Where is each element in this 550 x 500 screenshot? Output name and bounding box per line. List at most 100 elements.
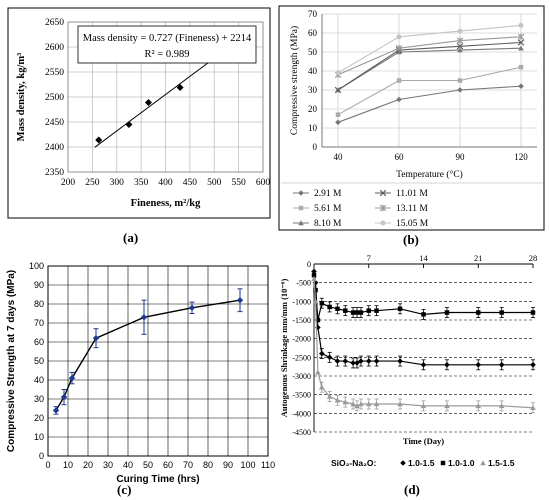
data-point — [350, 310, 356, 315]
y-axis-title: Compressive Strength at 7 days (MPa) — [6, 270, 17, 452]
data-point — [476, 310, 481, 315]
y-tick-label: 2550 — [45, 68, 64, 78]
x-axis-title: Time (Day) — [403, 436, 444, 446]
panel-label-c: (c) — [117, 482, 132, 497]
data-point — [176, 84, 184, 91]
legend-label: 8.10 M — [314, 219, 342, 229]
data-point — [342, 358, 349, 364]
data-point — [313, 287, 318, 293]
data-point — [395, 44, 403, 52]
y-tick-label: 50 — [34, 356, 44, 366]
data-point — [517, 39, 525, 46]
data-point — [456, 43, 464, 50]
y-tick-label: -1500 — [292, 316, 311, 325]
y-tick-label: 0 — [307, 260, 311, 269]
chart-d-autogenous-shrinkage: 0 -500 -1000 -1500 -2000 -2500 -3000 -3500 -4000… — [279, 253, 538, 468]
y-tick-label: 2600 — [45, 43, 64, 53]
data-point — [311, 272, 317, 278]
y-tick-label: 2350 — [45, 168, 64, 178]
data-point — [397, 358, 403, 364]
x-tick-label: 50 — [143, 460, 153, 470]
data-point — [236, 297, 244, 304]
data-point — [188, 304, 196, 311]
y-tick-label: -4500 — [292, 428, 311, 437]
data-point — [396, 78, 402, 83]
data-point — [68, 374, 76, 382]
y-axis-title: Autogenous Shrinkage mm/mm (10⁻⁶) — [279, 279, 289, 418]
x-tick-label: 600 — [256, 178, 271, 188]
data-point — [350, 401, 356, 407]
series-line — [337, 47, 522, 91]
y-tick-label: 2500 — [45, 93, 64, 103]
x-tick-label: 60 — [163, 460, 173, 470]
data-point — [365, 401, 372, 407]
legend-marker — [480, 460, 486, 466]
x-tick-label: 300 — [110, 178, 125, 188]
data-point — [420, 362, 427, 368]
legend-marker — [298, 190, 304, 196]
data-point — [396, 96, 402, 103]
y-tick-label: -3000 — [292, 372, 311, 381]
data-point — [326, 393, 333, 399]
y-tick-label: 40 — [34, 375, 44, 385]
chart-b-compressive-strength-temperature: 0 10 20 30 40 50 60 70 40 60 90 120 Temperature (°C)… — [278, 5, 545, 231]
data-point — [456, 37, 464, 44]
data-point — [518, 45, 524, 51]
data-point — [420, 403, 427, 409]
legend-label: 2.91 M — [314, 189, 342, 199]
data-point — [354, 310, 360, 315]
data-point — [457, 78, 463, 83]
x-tick-label: 7 — [367, 253, 371, 263]
x-axis-title: Temperature (°C) — [396, 169, 463, 180]
data-point — [530, 362, 536, 368]
series-line — [337, 41, 522, 91]
data-point — [334, 86, 342, 94]
data-point — [499, 310, 504, 315]
data-point — [373, 401, 380, 407]
equation-box — [77, 25, 257, 64]
x-tick-label: 70 — [183, 460, 193, 470]
data-point — [373, 358, 380, 364]
data-point — [319, 350, 325, 357]
x-tick-label: 40 — [334, 152, 344, 162]
y-tick-label: 10 — [34, 432, 44, 442]
y-tick-label: -1000 — [292, 297, 311, 306]
data-point — [319, 300, 325, 306]
y-tick-label: 20 — [34, 413, 44, 423]
data-point — [457, 47, 463, 53]
y-tick-label: 10 — [308, 123, 318, 133]
y-tick-label: 70 — [34, 318, 44, 328]
y-tick-label: -2000 — [292, 335, 311, 344]
legend-label: 1.0-1.0 — [448, 458, 475, 468]
data-point — [518, 64, 524, 70]
x-tick-label: 110 — [261, 460, 275, 470]
data-point — [335, 119, 341, 126]
panel-label-b: (b) — [403, 232, 419, 247]
y-tick-label: -500 — [296, 279, 311, 288]
data-point — [311, 276, 317, 282]
y-tick-label: 2450 — [45, 118, 64, 128]
data-point — [95, 136, 103, 144]
data-point — [52, 407, 60, 414]
series-line — [337, 36, 522, 76]
data-point — [315, 317, 321, 323]
data-point — [396, 34, 402, 40]
y-tick-label: 0 — [313, 142, 318, 152]
legend-marker — [379, 204, 387, 212]
y-tick-label: 40 — [308, 66, 318, 76]
series-line — [313, 278, 534, 409]
x-axis-title: Curing Time (hrs) — [116, 474, 199, 485]
x-tick-label: 0 — [45, 460, 50, 470]
legend-label: 13.11 M — [396, 204, 428, 214]
x-tick-label: 550 — [232, 178, 247, 188]
x-tick-label: 20 — [83, 460, 93, 470]
y-tick-label: 0 — [39, 451, 44, 461]
legend-marker — [298, 205, 304, 211]
x-tick-label: 28 — [529, 253, 538, 263]
x-axis-title: Fineness, m²/kg — [131, 198, 201, 209]
data-point — [374, 308, 379, 313]
x-tick-label: 30 — [103, 460, 113, 470]
chart-c-compressive-strength-curing: 0 10 20 30 40 50 60 70 80 90 100 0 10 20 30 40 50 60 70 80 9… — [6, 261, 275, 485]
y-tick-label: 2650 — [45, 18, 64, 28]
y-tick-label: 90 — [34, 280, 44, 290]
